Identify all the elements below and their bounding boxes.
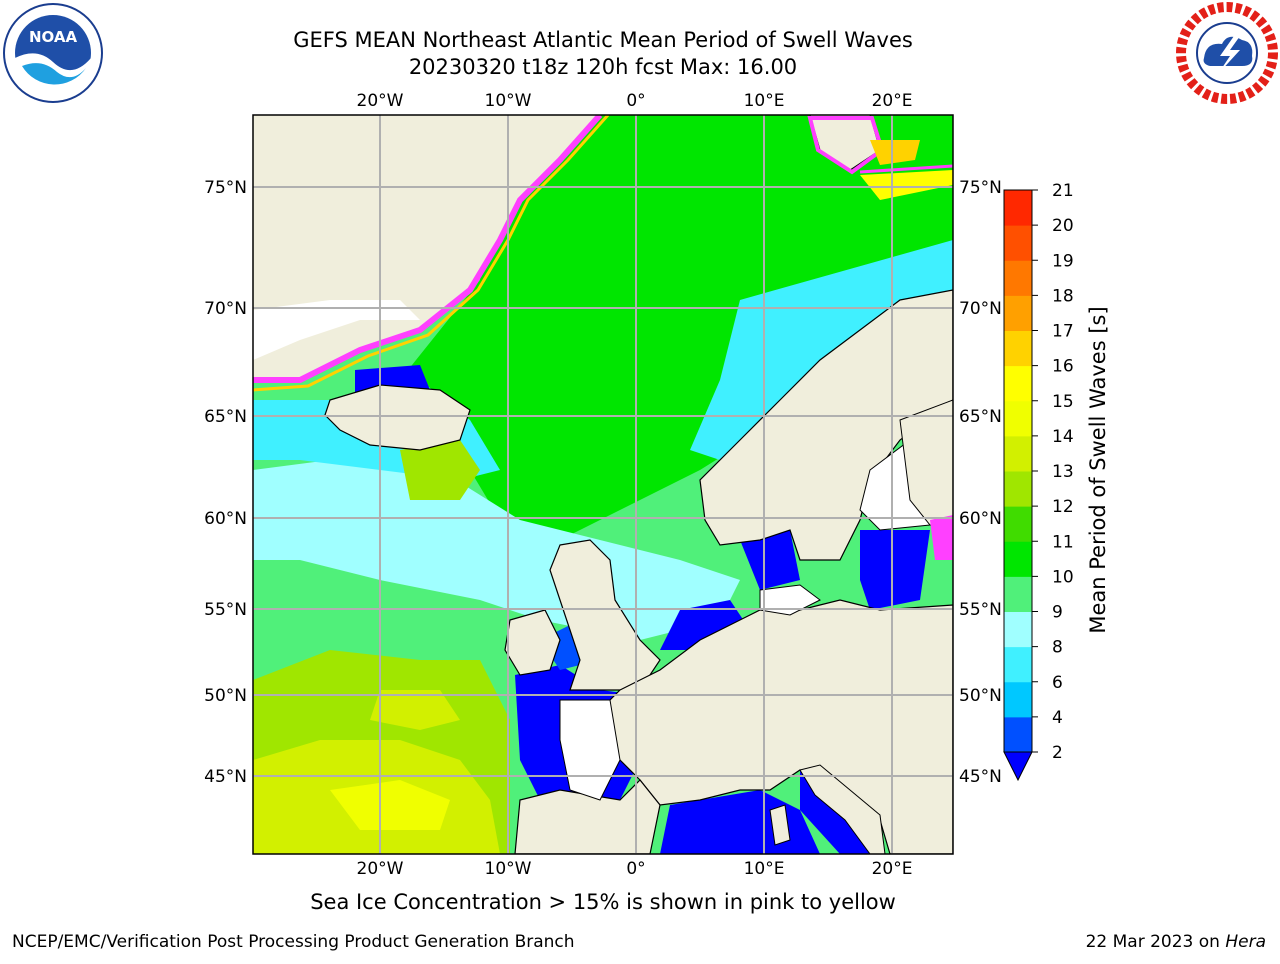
- footer-date-text: 22 Mar 2023 on: [1085, 932, 1226, 952]
- colorbar-label: 6: [1052, 673, 1063, 693]
- lon-tick-top: 10°W: [485, 91, 532, 111]
- colorbar-label: 9: [1052, 603, 1063, 623]
- colorbar-segment: [1004, 295, 1032, 331]
- lat-tick-left: 45°N: [204, 767, 247, 787]
- lat-tick-right: 65°N: [959, 407, 1002, 427]
- colorbar-title: Mean Period of Swell Waves [s]: [1086, 306, 1110, 634]
- footer-machine: Hera: [1225, 932, 1266, 952]
- colorbar-segment: [1004, 541, 1032, 577]
- colorbar-segment: [1004, 365, 1032, 402]
- colorbar-label: 13: [1052, 462, 1074, 482]
- noaa-logo: NOAA: [2, 2, 104, 104]
- chart-subtitle: 20230320 t18z 120h fcst Max: 16.00: [408, 55, 798, 79]
- colorbar-segment: [1004, 225, 1032, 261]
- colorbar-segment: [1004, 400, 1032, 437]
- lat-tick-left: 70°N: [204, 299, 247, 319]
- colorbar-label: 15: [1052, 392, 1074, 412]
- lon-tick-top: 20°W: [357, 91, 404, 111]
- lat-tick-left: 75°N: [204, 178, 247, 198]
- lat-tick-left: 65°N: [204, 407, 247, 427]
- colorbar-label: 2: [1052, 743, 1063, 763]
- colorbar-label: 14: [1052, 427, 1074, 447]
- colorbar-segment: [1004, 190, 1032, 226]
- colorbar-extend-arrow: [1003, 751, 1033, 782]
- colorbar-label: 16: [1052, 357, 1074, 377]
- lat-tick-left: 50°N: [204, 686, 247, 706]
- ice-note: Sea Ice Concentration > 15% is shown in …: [310, 890, 896, 914]
- lon-tick-bottom: 10°W: [485, 859, 532, 879]
- colorbar-segment: [1004, 716, 1032, 753]
- chart-title: GEFS MEAN Northeast Atlantic Mean Period…: [293, 28, 913, 52]
- colorbar-segment: [1004, 471, 1032, 507]
- colorbar-segment: [1004, 576, 1032, 612]
- lon-tick-top: 0°: [626, 91, 645, 111]
- nws-logo: [1176, 2, 1278, 104]
- lat-tick-left: 55°N: [204, 600, 247, 620]
- colorbar-segment: [1004, 611, 1032, 648]
- colorbar-label: 17: [1052, 322, 1074, 342]
- map-frame: [252, 114, 954, 855]
- lat-tick-right: 55°N: [959, 600, 1002, 620]
- colorbar-segment: [1004, 330, 1032, 367]
- lon-tick-bottom: 20°W: [357, 859, 404, 879]
- lat-tick-right: 45°N: [959, 767, 1002, 787]
- footer-date: 22 Mar 2023 on Hera: [1086, 932, 1266, 952]
- colorbar-label: 4: [1052, 708, 1063, 728]
- lon-tick-top: 10°E: [744, 91, 785, 111]
- map-field: [253, 115, 953, 854]
- colorbar-label: 18: [1052, 286, 1074, 306]
- colorbar-label: 20: [1052, 216, 1074, 236]
- lat-tick-left: 60°N: [204, 509, 247, 529]
- colorbar-label: 8: [1052, 638, 1063, 658]
- colorbar-segment: [1004, 681, 1032, 718]
- lon-tick-bottom: 20°E: [872, 859, 913, 879]
- gridlines: [253, 115, 953, 854]
- colorbar-label: 10: [1052, 567, 1074, 587]
- colorbar-segment: [1004, 260, 1032, 296]
- lat-tick-right: 60°N: [959, 509, 1002, 529]
- lat-tick-right: 75°N: [959, 178, 1002, 198]
- colorbar: 2 4 6 8 9 10 11 12 13 14 15 16 17 18 19 20 21: [1003, 181, 1074, 782]
- colorbar-segment: [1004, 435, 1032, 472]
- footer-credit: NCEP/EMC/Verification Post Processing Pr…: [12, 932, 575, 952]
- colorbar-label: 11: [1052, 532, 1074, 552]
- colorbar-segment: [1004, 506, 1032, 542]
- svg-text:NOAA: NOAA: [29, 28, 78, 46]
- colorbar-segment: [1004, 646, 1032, 683]
- lon-tick-bottom: 10°E: [744, 859, 785, 879]
- colorbar-label: 19: [1052, 251, 1074, 271]
- lat-tick-right: 70°N: [959, 299, 1002, 319]
- colorbar-label: 21: [1052, 181, 1074, 201]
- colorbar-label: 12: [1052, 497, 1074, 517]
- lon-tick-top: 20°E: [872, 91, 913, 111]
- lon-tick-bottom: 0°: [626, 859, 645, 879]
- lat-tick-right: 50°N: [959, 686, 1002, 706]
